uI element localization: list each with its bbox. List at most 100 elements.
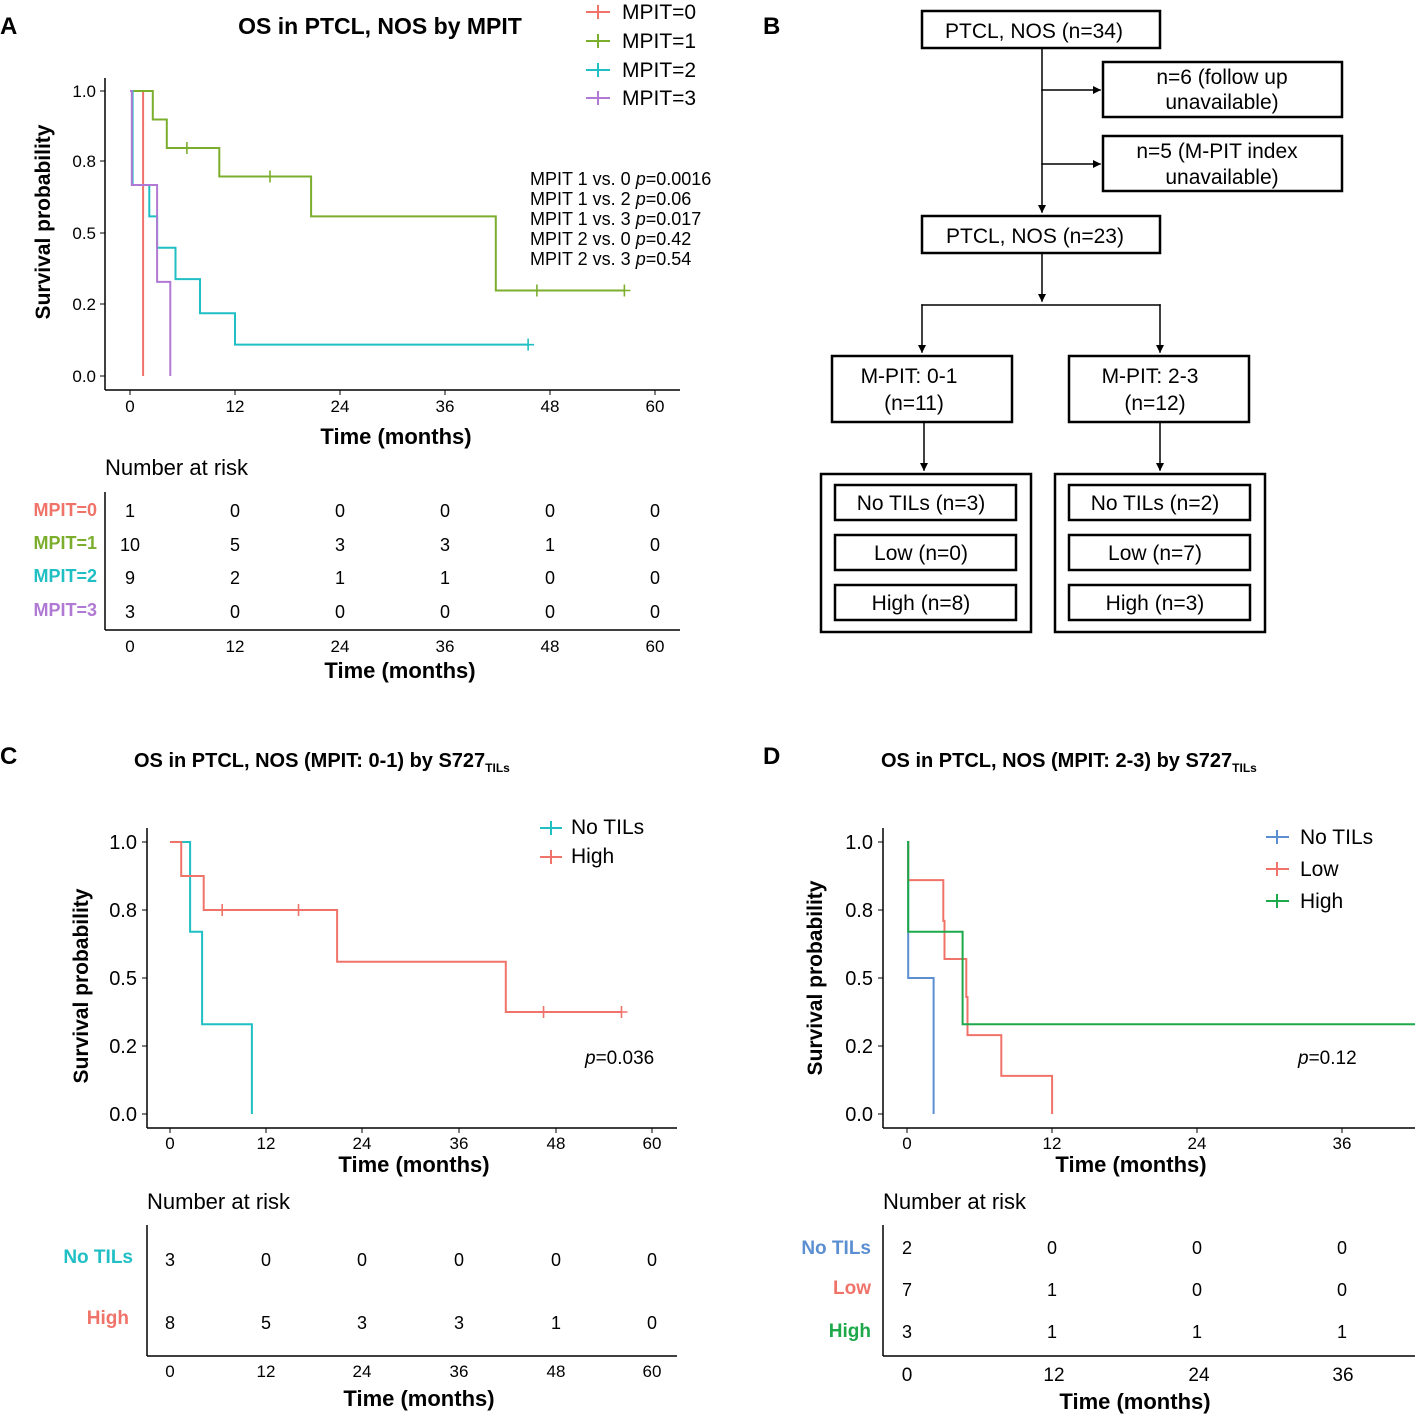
panel-a: A OS in PTCL, NOS by MPIT MPIT=0 MPIT=1 … — [0, 1, 711, 683]
chart-c-yticks: 1.0 0.8 0.5 0.2 0.0 — [109, 832, 147, 1126]
flow-right-group-2: High (n=3) — [1106, 592, 1205, 615]
flow-right-line1: M-PIT: 2-3 — [1102, 365, 1199, 388]
panel-label-c: C — [0, 743, 17, 770]
risk-a-cell: 0 — [650, 568, 660, 588]
survival-curve-c-0 — [170, 841, 253, 1114]
chart-c-xtick-label: 0 — [165, 1134, 174, 1153]
risk-c-cell: 0 — [647, 1313, 657, 1333]
legend-d-item-2: High — [1266, 890, 1343, 913]
risk-c-cell: 0 — [261, 1250, 271, 1270]
risk-d-cell: 1 — [1337, 1322, 1347, 1342]
chart-c-ytick-label: 0.0 — [109, 1104, 137, 1126]
panel-label-d: D — [763, 743, 780, 770]
risk-a-cell: 1 — [440, 568, 450, 588]
flow-mid-box: PTCL, NOS (n=23) — [920, 214, 1162, 255]
survival-curve-c-1 — [170, 841, 622, 1013]
risk-a-cell: 0 — [335, 501, 345, 521]
chart-d-yticks: 1.0 0.8 0.5 0.2 0.0 — [845, 832, 883, 1126]
legend-d-item-1: Low — [1266, 858, 1339, 881]
flow-exclusion-box-1: n=6 (follow up unavailable) — [1101, 60, 1344, 119]
chart-a-legend: MPIT=0 MPIT=1 MPIT=2 MPIT=3 — [586, 1, 696, 110]
chart-d-xtick-label: 0 — [902, 1134, 911, 1153]
risk-c-xtick: 0 — [165, 1362, 174, 1381]
risk-d-xtick: 12 — [1043, 1365, 1064, 1386]
legend-d-label-2: High — [1300, 890, 1343, 913]
annotation-a-0: MPIT 1 vs. 0 p=0.0016 — [530, 169, 711, 189]
risk-a-cell: 0 — [230, 501, 240, 521]
risk-d-cell: 1 — [1047, 1280, 1057, 1300]
chart-c-ytick-label: 0.2 — [109, 1036, 137, 1058]
risk-a-cell: 0 — [545, 602, 555, 622]
risk-d-xtick: 0 — [902, 1365, 913, 1386]
risk-a-cell: 2 — [230, 568, 240, 588]
flow-left-line2: (n=11) — [884, 392, 944, 415]
risk-a-cell: 1 — [335, 568, 345, 588]
risk-a-cell: 0 — [230, 602, 240, 622]
chart-a-xtick-label: 12 — [226, 397, 245, 416]
panel-d: D OS in PTCL, NOS (MPIT: 2-3) by S727TIL… — [763, 743, 1415, 1414]
legend-a-item-2: MPIT=2 — [586, 59, 696, 82]
risk-d-cell: 1 — [1192, 1322, 1202, 1342]
chart-c-xlabel: Time (months) — [338, 1152, 489, 1177]
risk-d-row-label-1: Low — [833, 1278, 871, 1299]
panel-label-a: A — [0, 13, 17, 40]
chart-d-title: OS in PTCL, NOS (MPIT: 2-3) by S727TILs — [881, 750, 1257, 775]
chart-d-ytick-label: 1.0 — [845, 832, 873, 854]
flow-root-box: PTCL, NOS (n=34) — [920, 9, 1162, 50]
risk-a-cell: 0 — [650, 602, 660, 622]
censor-mark — [180, 142, 193, 154]
chart-c-plot — [170, 841, 628, 1114]
risk-c-xtick: 48 — [547, 1362, 566, 1381]
annotation-a-1: MPIT 1 vs. 2 p=0.06 — [530, 189, 691, 209]
chart-c-xtick-label: 48 — [547, 1134, 566, 1153]
chart-d-legend: No TILs Low High — [1266, 826, 1373, 913]
chart-a-xlabel: Time (months) — [320, 424, 471, 449]
legend-c-item-0: No TILs — [540, 816, 644, 839]
risk-a-xtick: 60 — [646, 637, 665, 656]
chart-a-ylabel: Survival probability — [32, 124, 55, 319]
flow-right-group-0: No TILs (n=2) — [1091, 492, 1220, 515]
risk-a-cell: 0 — [650, 535, 660, 555]
risk-c-row-label-1: High — [87, 1308, 129, 1329]
chart-d-xtick-label: 36 — [1333, 1134, 1352, 1153]
risk-c-row-label-0: No TILs — [63, 1247, 133, 1268]
flow-left-groups: No TILs (n=3) Low (n=0) High (n=8) — [819, 472, 1033, 634]
legend-c-label-1: High — [571, 845, 614, 868]
risk-a-cell: 0 — [440, 501, 450, 521]
chart-d-xticks: 0 12 24 36 — [902, 1128, 1351, 1153]
flow-excl2-line2: unavailable) — [1165, 166, 1278, 189]
risk-d-cell: 0 — [1337, 1238, 1347, 1258]
risk-d-row-label-0: No TILs — [801, 1238, 871, 1259]
risk-c-cell: 0 — [357, 1250, 367, 1270]
risk-table-d-title: Number at risk — [883, 1189, 1027, 1214]
censor-mark — [522, 338, 535, 351]
chart-d-xtick-label: 24 — [1188, 1134, 1207, 1153]
censor-mark — [264, 170, 276, 183]
risk-a-cell: 1 — [125, 501, 135, 521]
chart-c-ytick-label: 0.5 — [109, 968, 137, 990]
risk-table-a-title: Number at risk — [105, 455, 249, 480]
chart-a-xticks: 0 12 24 36 48 60 — [125, 390, 664, 416]
chart-a-ytick-label: 0.5 — [72, 224, 96, 243]
censor-mark — [530, 284, 543, 297]
chart-a-plot — [130, 90, 631, 376]
legend-d-item-0: No TILs — [1266, 826, 1373, 849]
risk-a-row-label-1: MPIT=1 — [33, 533, 97, 553]
risk-d-cell: 0 — [1047, 1238, 1057, 1258]
flow-mid-text: PTCL, NOS (n=23) — [946, 225, 1124, 248]
risk-a-cell: 0 — [650, 501, 660, 521]
risk-d-cell: 7 — [902, 1280, 912, 1300]
risk-a-cell: 3 — [125, 602, 135, 622]
risk-a-row-label-0: MPIT=0 — [33, 500, 97, 520]
risk-d-cell: 0 — [1337, 1280, 1347, 1300]
flow-left-group-2: High (n=8) — [872, 592, 971, 615]
flow-root-text: PTCL, NOS (n=34) — [945, 20, 1123, 43]
flow-excl1-line2: unavailable) — [1165, 91, 1278, 114]
chart-d-ytick-label: 0.5 — [845, 968, 873, 990]
chart-c-xtick-label: 36 — [450, 1134, 469, 1153]
risk-a-xtick: 0 — [125, 637, 134, 656]
risk-c-xtick: 12 — [257, 1362, 276, 1381]
risk-d-cell: 0 — [1192, 1238, 1202, 1258]
chart-a-annotations: MPIT 1 vs. 0 p=0.0016 MPIT 1 vs. 2 p=0.0… — [530, 169, 711, 269]
annotation-a-3: MPIT 2 vs. 0 p=0.42 — [530, 229, 691, 249]
